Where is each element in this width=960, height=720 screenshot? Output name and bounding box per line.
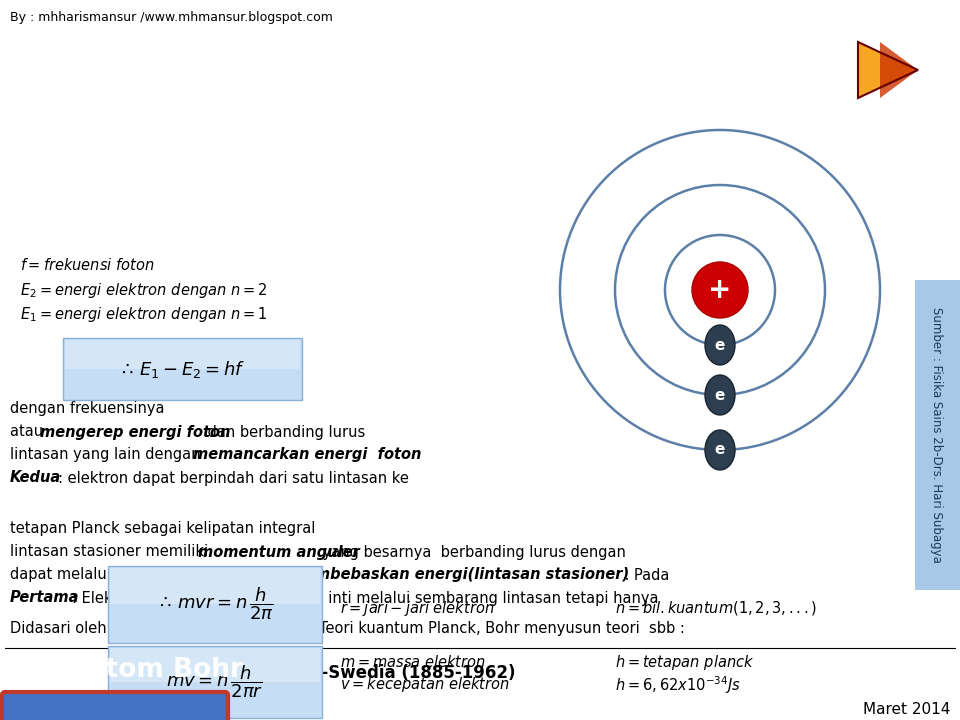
FancyBboxPatch shape <box>110 568 320 604</box>
Text: : elektron dapat berpindah dari satu lintasan ke: : elektron dapat berpindah dari satu lin… <box>58 470 409 485</box>
Ellipse shape <box>705 325 735 365</box>
Text: Model Atom Bohr: Model Atom Bohr <box>0 657 244 683</box>
Text: e: e <box>715 387 725 402</box>
Text: $E_1 = energi\ elektron\ dengan\ n = 1$: $E_1 = energi\ elektron\ dengan\ n = 1$ <box>20 305 268 325</box>
Text: memancarkan energi  foton: memancarkan energi foton <box>193 448 421 462</box>
Text: $r = jari - jari\ elektron$: $r = jari - jari\ elektron$ <box>340 598 494 618</box>
Text: Kedua: Kedua <box>10 470 61 485</box>
FancyBboxPatch shape <box>110 648 320 682</box>
FancyBboxPatch shape <box>2 692 228 720</box>
Text: $f = frekuensi\ foton$: $f = frekuensi\ foton$ <box>20 257 155 273</box>
Text: $h = tetapan\ planck$: $h = tetapan\ planck$ <box>615 652 755 672</box>
Text: atau: atau <box>10 425 48 439</box>
FancyBboxPatch shape <box>65 340 300 369</box>
Text: dan berbanding lurus: dan berbanding lurus <box>203 425 365 439</box>
Polygon shape <box>880 42 918 98</box>
Text: $h = 6,62x10^{-34}Js$: $h = 6,62x10^{-34}Js$ <box>615 674 741 696</box>
Text: $mv = n\,\dfrac{h}{2\pi r}$: $mv = n\,\dfrac{h}{2\pi r}$ <box>166 664 264 701</box>
Text: Pertama: Pertama <box>10 590 80 606</box>
Text: e: e <box>715 443 725 457</box>
FancyBboxPatch shape <box>915 280 960 590</box>
Text: dapat melalui  lintasan tertentu: dapat melalui lintasan tertentu <box>10 567 248 582</box>
Text: : Elektron tidak boleh mengelilingi inti melalui sembarang lintasan tetapi hanya: : Elektron tidak boleh mengelilingi inti… <box>72 590 659 606</box>
Text: lintasan yang lain dengan: lintasan yang lain dengan <box>10 448 205 462</box>
Circle shape <box>692 262 748 318</box>
Text: $\therefore\, E_1 - E_2 = hf$: $\therefore\, E_1 - E_2 = hf$ <box>118 359 246 379</box>
Text: $E_2 = energi\ elektron\ dengan\ n = 2$: $E_2 = energi\ elektron\ dengan\ n = 2$ <box>20 281 268 300</box>
Text: Sumber : Fisika Sains 2b-Drs. Hari Subagya: Sumber : Fisika Sains 2b-Drs. Hari Subag… <box>930 307 944 563</box>
FancyBboxPatch shape <box>108 646 322 718</box>
Text: By : mhharismansur /www.mhmansur.blogspot.com: By : mhharismansur /www.mhmansur.blogspo… <box>10 12 333 24</box>
Text: mengerep energi foton: mengerep energi foton <box>40 425 230 439</box>
Text: e: e <box>715 338 725 353</box>
Text: . Pada: . Pada <box>620 567 669 582</box>
Text: yang besarnya  berbanding lurus dengan: yang besarnya berbanding lurus dengan <box>318 544 626 559</box>
Text: tetapan Planck sebagai kelipatan integral: tetapan Planck sebagai kelipatan integra… <box>10 521 316 536</box>
Text: tanpa membebaskan energi(lintasan stasioner): tanpa membebaskan energi(lintasan stasio… <box>237 567 629 582</box>
Text: +: + <box>708 276 732 304</box>
Text: dengan frekuensinya: dengan frekuensinya <box>10 402 164 416</box>
Ellipse shape <box>705 430 735 470</box>
Text: momentum anguler: momentum anguler <box>198 544 360 559</box>
Text: Neil Bohr-Swedia (1885-1962): Neil Bohr-Swedia (1885-1962) <box>235 664 516 682</box>
FancyBboxPatch shape <box>108 566 322 643</box>
FancyBboxPatch shape <box>63 338 302 400</box>
Text: Maret 2014: Maret 2014 <box>863 703 950 718</box>
Text: Didasari oleh model atom Rutherford dan Teori kuantum Planck, Bohr menyusun teor: Didasari oleh model atom Rutherford dan … <box>10 621 684 636</box>
Ellipse shape <box>705 375 735 415</box>
Text: lintasan stasioner memiliki: lintasan stasioner memiliki <box>10 544 213 559</box>
Polygon shape <box>858 42 918 98</box>
Text: $v = kecepatan\ elektron$: $v = kecepatan\ elektron$ <box>340 675 510 695</box>
Text: $m = massa\ elektron$: $m = massa\ elektron$ <box>340 654 486 670</box>
Text: $n = bil.kuantum(1,2,3,...)$: $n = bil.kuantum(1,2,3,...)$ <box>615 599 817 617</box>
Text: $\therefore\, mvr = n\,\dfrac{h}{2\pi}$: $\therefore\, mvr = n\,\dfrac{h}{2\pi}$ <box>156 585 274 622</box>
